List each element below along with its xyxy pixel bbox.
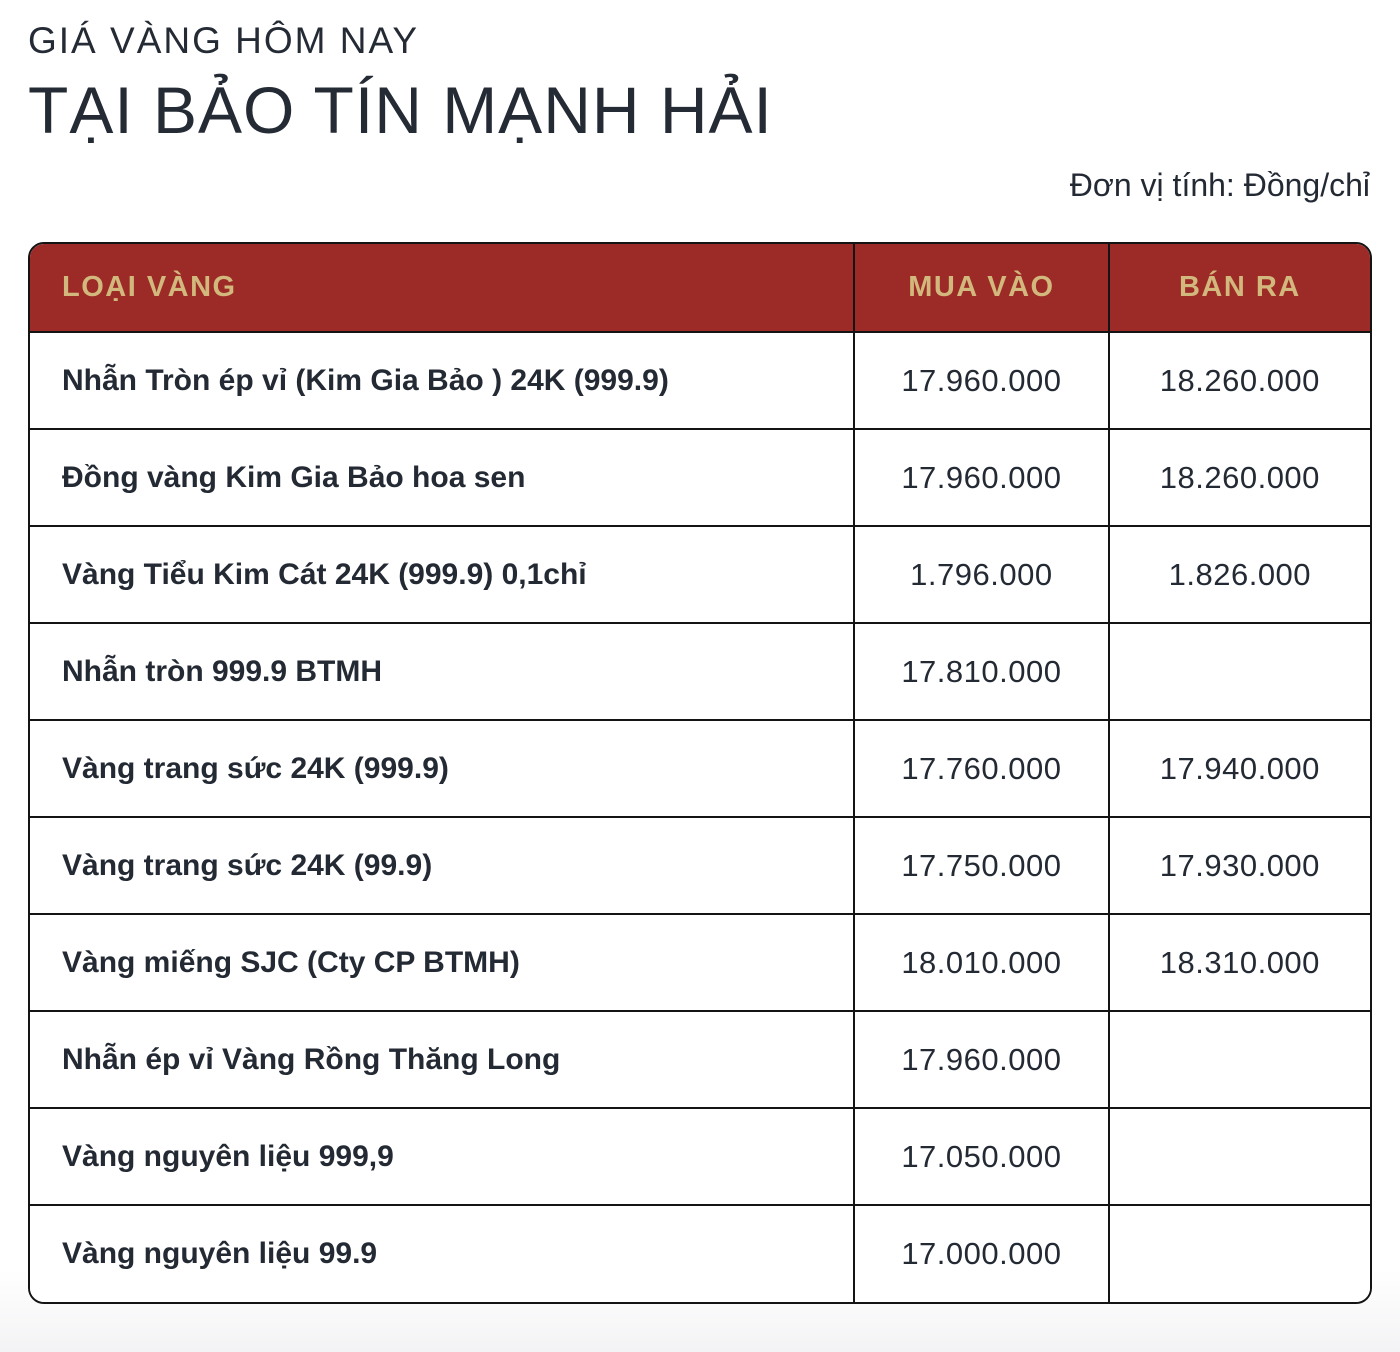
- cell-sell-price: [1107, 622, 1370, 722]
- table-row: Nhẫn tròn 999.9 BTMH 17.810.000: [30, 622, 1370, 722]
- cell-product-name: Vàng nguyên liệu 99.9: [30, 1204, 856, 1303]
- cell-buy-price: 17.960.000: [853, 428, 1110, 528]
- unit-label: Đơn vị tính: Đồng/chỉ: [1069, 167, 1370, 204]
- cell-product-name: Nhẫn ép vỉ Vàng Rồng Thăng Long: [30, 1010, 856, 1110]
- table-row: Nhẫn Tròn ép vỉ (Kim Gia Bảo ) 24K (999.…: [30, 331, 1370, 431]
- table-body: Nhẫn Tròn ép vỉ (Kim Gia Bảo ) 24K (999.…: [30, 331, 1370, 1303]
- cell-buy-price: 17.960.000: [853, 331, 1110, 431]
- table-header: LOẠI VÀNG MUA VÀO BÁN RA: [30, 244, 1370, 334]
- cell-buy-price: 17.810.000: [853, 622, 1110, 722]
- cell-sell-price: [1107, 1204, 1370, 1303]
- cell-buy-price: 17.760.000: [853, 719, 1110, 819]
- column-header-sell: BÁN RA: [1107, 244, 1370, 334]
- cell-sell-price: [1107, 1107, 1370, 1207]
- page-subtitle: GIÁ VÀNG HÔM NAY: [28, 20, 420, 61]
- cell-buy-price: 17.750.000: [853, 816, 1110, 916]
- table-row: Đồng vàng Kim Gia Bảo hoa sen 17.960.000…: [30, 428, 1370, 528]
- cell-product-name: Vàng miếng SJC (Cty CP BTMH): [30, 913, 856, 1013]
- cell-product-name: Đồng vàng Kim Gia Bảo hoa sen: [30, 428, 856, 528]
- cell-product-name: Vàng nguyên liệu 999,9: [30, 1107, 856, 1207]
- cell-buy-price: 17.050.000: [853, 1107, 1110, 1207]
- cell-sell-price: 17.940.000: [1107, 719, 1370, 819]
- cell-sell-price: [1107, 1010, 1370, 1110]
- table-header-row: LOẠI VÀNG MUA VÀO BÁN RA: [30, 244, 1370, 334]
- cell-sell-price: 18.260.000: [1107, 428, 1370, 528]
- cell-buy-price: 17.000.000: [853, 1204, 1110, 1303]
- column-header-buy: MUA VÀO: [853, 244, 1110, 334]
- cell-sell-price: 18.260.000: [1107, 331, 1370, 431]
- table-row: Vàng miếng SJC (Cty CP BTMH) 18.010.000 …: [30, 913, 1370, 1013]
- cell-product-name: Nhẫn tròn 999.9 BTMH: [30, 622, 856, 722]
- cell-product-name: Vàng trang sức 24K (99.9): [30, 816, 856, 916]
- cell-product-name: Vàng trang sức 24K (999.9): [30, 719, 856, 819]
- table-row: Vàng Tiểu Kim Cát 24K (999.9) 0,1chỉ 1.7…: [30, 525, 1370, 625]
- gold-price-table-frame: LOẠI VÀNG MUA VÀO BÁN RA Nhẫn Tròn ép vỉ…: [28, 242, 1372, 1305]
- table-row: Vàng nguyên liệu 99.9 17.000.000: [30, 1204, 1370, 1303]
- table-row: Vàng trang sức 24K (999.9) 17.760.000 17…: [30, 719, 1370, 819]
- gold-price-table: LOẠI VÀNG MUA VÀO BÁN RA Nhẫn Tròn ép vỉ…: [30, 244, 1370, 1303]
- cell-sell-price: 18.310.000: [1107, 913, 1370, 1013]
- cell-sell-price: 1.826.000: [1107, 525, 1370, 625]
- cell-sell-price: 17.930.000: [1107, 816, 1370, 916]
- table-row: Nhẫn ép vỉ Vàng Rồng Thăng Long 17.960.0…: [30, 1010, 1370, 1110]
- cell-product-name: Vàng Tiểu Kim Cát 24K (999.9) 0,1chỉ: [30, 525, 856, 625]
- page-title: TẠI BẢO TÍN MẠNH HẢI: [28, 73, 773, 147]
- cell-buy-price: 17.960.000: [853, 1010, 1110, 1110]
- table-row: Vàng trang sức 24K (99.9) 17.750.000 17.…: [30, 816, 1370, 916]
- cell-product-name: Nhẫn Tròn ép vỉ (Kim Gia Bảo ) 24K (999.…: [30, 331, 856, 431]
- cell-buy-price: 1.796.000: [853, 525, 1110, 625]
- cell-buy-price: 18.010.000: [853, 913, 1110, 1013]
- column-header-gold-type: LOẠI VÀNG: [30, 244, 856, 334]
- page-footer-gradient: [0, 1304, 1400, 1352]
- content: GIÁ VÀNG HÔM NAY TẠI BẢO TÍN MẠNH HẢI Đơ…: [28, 20, 1372, 1305]
- table-row: Vàng nguyên liệu 999,9 17.050.000: [30, 1107, 1370, 1207]
